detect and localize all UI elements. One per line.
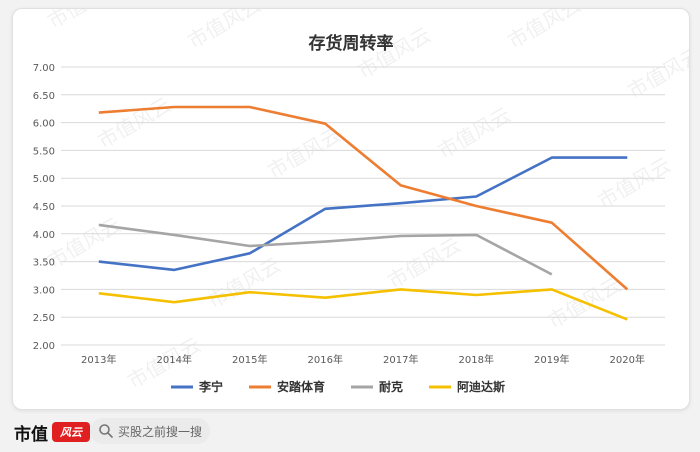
y-tick-label: 6.50 — [33, 91, 55, 102]
watermark-text: 市值风云 — [434, 103, 515, 164]
footer-bar: 市值 风云 买股之前搜一搜 — [0, 408, 700, 452]
x-tick-label: 2018年 — [459, 353, 494, 366]
x-tick-label: 2014年 — [157, 353, 192, 366]
series-line — [98, 223, 553, 276]
legend-label: 阿迪达斯 — [457, 379, 505, 394]
watermark-text: 市值风云 — [384, 233, 465, 294]
y-tick-label: 3.50 — [33, 258, 55, 269]
watermark-text: 市值风云 — [184, 9, 265, 53]
y-tick-label: 2.50 — [33, 313, 55, 324]
legend-label: 安踏体育 — [277, 379, 325, 394]
search-placeholder: 买股之前搜一搜 — [118, 424, 203, 439]
x-tick-label: 2016年 — [308, 353, 343, 366]
series-line — [98, 156, 628, 272]
x-axis-ticks: 2013年 2014年 2015年 2016年 2017年 2018年 2019年 2020年 — [81, 353, 645, 366]
y-tick-label: 5.00 — [33, 174, 55, 185]
y-axis-ticks: 2.00 2.50 3.00 3.50 4.00 4.50 5.00 5.50 6.00 6.50… — [33, 63, 55, 352]
watermark-text: 市值风云 — [264, 123, 345, 184]
chart-card: 市值风云 市值风云 市值风云 市值风云 市值风云 市值风云 市值风云 市值风云 市值风云 市值风云… — [12, 8, 690, 410]
y-tick-label: 3.00 — [33, 285, 55, 296]
series-line — [98, 288, 628, 321]
y-tick-label: 4.00 — [33, 230, 55, 241]
watermark-text: 市值风云 — [504, 9, 585, 53]
x-tick-label: 2013年 — [81, 353, 116, 366]
watermark-text: 市值风云 — [44, 9, 125, 33]
chart-title: 存货周转率 — [309, 33, 394, 54]
x-tick-label: 2019年 — [534, 353, 569, 366]
legend-label: 耐克 — [379, 379, 403, 394]
series-lines — [98, 105, 629, 321]
x-tick-label: 2020年 — [610, 353, 645, 366]
search-box[interactable]: 买股之前搜一搜 — [90, 418, 210, 444]
search-icon — [99, 424, 113, 438]
watermark-text: 市值风云 — [594, 153, 675, 214]
y-tick-label: 7.00 — [33, 63, 55, 74]
x-tick-label: 2015年 — [232, 353, 267, 366]
watermark-text: 市值风云 — [624, 43, 690, 104]
y-tick-label: 6.00 — [33, 119, 55, 130]
legend: 李宁 安踏体育 耐克 阿迪达斯 — [170, 379, 505, 394]
legend-label: 李宁 — [198, 379, 223, 394]
brand-logo-badge: 风云 — [52, 422, 90, 442]
y-tick-label: 5.50 — [33, 146, 55, 157]
x-tick-label: 2017年 — [383, 353, 418, 366]
y-tick-label: 2.00 — [33, 341, 55, 352]
series-line — [98, 105, 629, 291]
brand-logo-text: 风云 — [60, 426, 82, 439]
brand-logo[interactable]: 市值 风云 — [14, 420, 90, 445]
brand-name: 市值 — [14, 424, 48, 445]
y-tick-label: 4.50 — [33, 202, 55, 213]
